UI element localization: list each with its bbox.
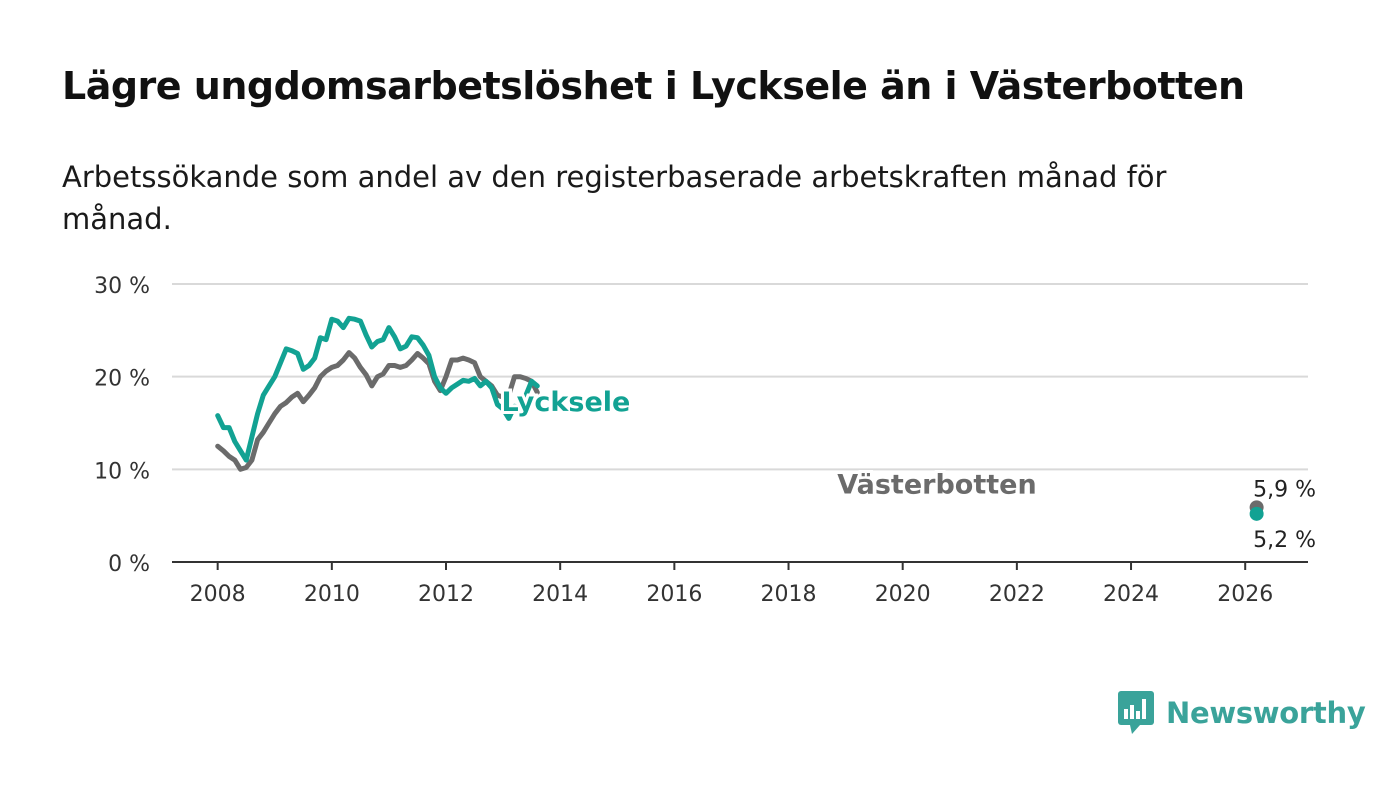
x-tick-label: 2020 bbox=[875, 582, 931, 607]
end-point-lycksele bbox=[1249, 506, 1264, 521]
x-tick-label: 2010 bbox=[304, 582, 360, 607]
series-line-västerbotten bbox=[215, 350, 540, 472]
x-tick-label: 2008 bbox=[190, 582, 246, 607]
y-tick-label: 0 % bbox=[108, 552, 150, 577]
end-label-vasterbotten: 5,9 % bbox=[1253, 477, 1316, 502]
series-line-lycksele bbox=[215, 315, 540, 463]
brand-name: Newsworthy bbox=[1166, 696, 1366, 730]
x-tick-label: 2012 bbox=[418, 582, 474, 607]
newsworthy-logo-icon bbox=[1118, 691, 1154, 734]
x-tick-label: 2024 bbox=[1103, 582, 1159, 607]
y-tick-label: 10 % bbox=[94, 459, 150, 484]
series-label-lycksele: Lycksele bbox=[501, 387, 630, 418]
x-tick-label: 2014 bbox=[532, 582, 588, 607]
y-tick-label: 20 % bbox=[94, 367, 150, 392]
chart-title: Lägre ungdomsarbetslöshet i Lycksele än … bbox=[62, 64, 1245, 108]
chart-subtitle: Arbetssökande som andel av den registerb… bbox=[62, 160, 1167, 236]
x-tick-label: 2018 bbox=[761, 582, 817, 607]
y-tick-label: 30 % bbox=[94, 274, 150, 299]
x-tick-label: 2022 bbox=[989, 582, 1045, 607]
x-tick-label: 2026 bbox=[1217, 582, 1273, 607]
x-tick-label: 2016 bbox=[646, 582, 702, 607]
end-label-lycksele: 5,2 % bbox=[1253, 528, 1316, 553]
series-label-vasterbotten: Västerbotten bbox=[837, 469, 1036, 500]
brand-logo: Newsworthy bbox=[1118, 690, 1366, 736]
